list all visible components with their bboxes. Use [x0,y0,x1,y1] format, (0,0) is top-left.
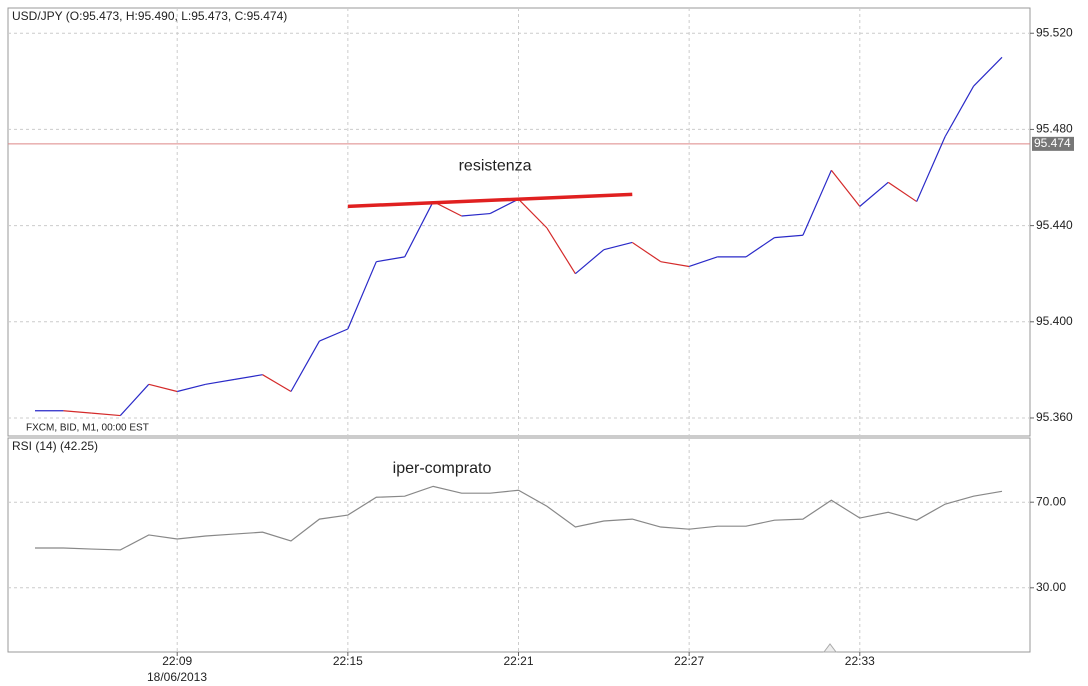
price-segment [660,261,690,268]
price-segment [233,374,263,381]
price-segment [774,234,803,239]
resistance-line [347,192,633,209]
y-tick-label: 95.480 [1036,122,1073,136]
price-segment [347,261,377,330]
y-tick-label: 30.00 [1036,580,1066,594]
chart-title: USD/JPY (O:95.473, H:95.490, L:95.473, C… [12,9,287,23]
x-tick-label: 22:27 [674,654,704,668]
price-segment [262,374,292,393]
price-segment [489,198,519,215]
date-label: 18/06/2013 [147,670,207,684]
x-tick-label: 22:21 [503,654,533,668]
marker [823,643,837,653]
price-segment [119,383,150,416]
price-segment [546,227,576,275]
price-segment [859,181,889,207]
last-price-box [1032,136,1074,151]
last-price-label: 95.474 [1034,136,1071,150]
price-segment [177,383,206,393]
price-segment [631,241,662,263]
x-tick-label: 22:33 [845,654,875,668]
x-tick-label: 22:09 [162,654,192,668]
x-tick-label: 22:15 [333,654,363,668]
price-segment [887,181,918,203]
y-tick-label: 95.360 [1036,410,1073,424]
price-segment [574,249,605,275]
y-tick-label: 95.520 [1036,25,1073,39]
footer: FXCM, BID, M1, 00:00 EST [26,423,149,434]
price-segment [916,136,946,202]
annotation: iper-comprato [393,460,492,477]
price-segment [290,340,320,392]
price-segment [376,256,405,263]
price-segment [973,56,1003,87]
price-segment [461,212,491,217]
y-tick-label: 95.440 [1036,218,1073,232]
resistance-label: resistenza [459,158,532,175]
price-segment [205,378,235,385]
price-segment [603,241,633,251]
y-tick-label: 95.400 [1036,314,1073,328]
rsi-line [35,485,1003,551]
price-segment [63,410,92,414]
price-segment [91,412,121,417]
price-panel [7,7,1031,437]
price-segment [319,328,349,342]
y-tick-label: 70.00 [1036,494,1066,508]
price-segment [518,198,548,229]
price-segment [148,383,178,393]
price-segment [404,201,434,258]
price-segment [745,237,775,258]
price-segment [944,85,975,137]
price-segment [830,169,861,207]
price-segment [688,256,718,268]
price-segment [802,170,832,236]
rsi-title: RSI (14) (42.25) [12,439,98,453]
